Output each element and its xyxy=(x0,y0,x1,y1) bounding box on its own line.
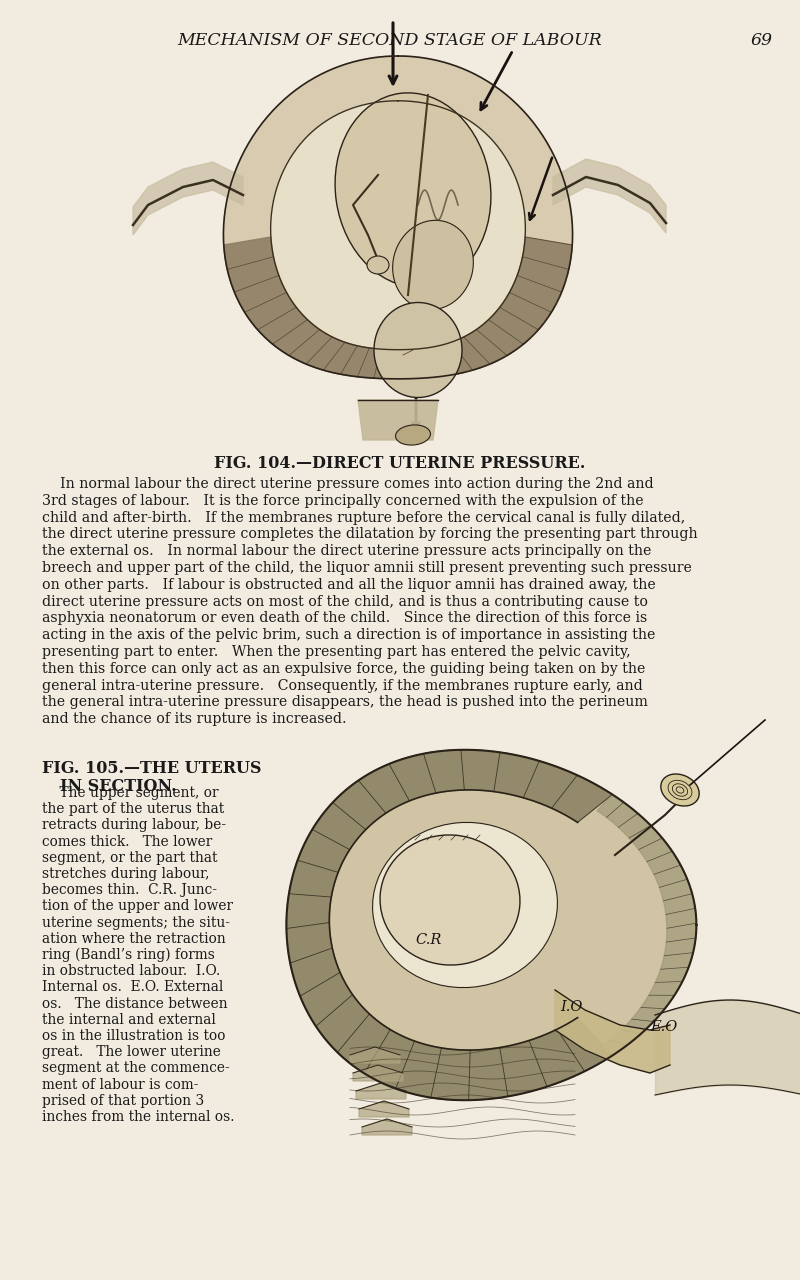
Polygon shape xyxy=(362,1119,412,1135)
Ellipse shape xyxy=(335,93,491,287)
Text: breech and upper part of the child, the liquor amnii still present preventing su: breech and upper part of the child, the … xyxy=(42,561,692,575)
Text: FIG. 105.—THE UTERUS: FIG. 105.—THE UTERUS xyxy=(42,760,262,777)
Text: in obstructed labour.  I.O.: in obstructed labour. I.O. xyxy=(42,964,220,978)
Text: general intra-uterine pressure.   Consequently, if the membranes rupture early, : general intra-uterine pressure. Conseque… xyxy=(42,678,642,692)
Polygon shape xyxy=(359,1101,409,1117)
Text: E.O: E.O xyxy=(650,1020,678,1034)
Text: os.   The distance between: os. The distance between xyxy=(42,997,228,1011)
Polygon shape xyxy=(224,237,572,379)
Text: tion of the upper and lower: tion of the upper and lower xyxy=(42,900,233,914)
Text: comes thick.   The lower: comes thick. The lower xyxy=(42,835,212,849)
Text: the part of the uterus that: the part of the uterus that xyxy=(42,803,224,817)
Text: 69: 69 xyxy=(750,32,772,49)
Text: ring (Bandl’s ring) forms: ring (Bandl’s ring) forms xyxy=(42,948,215,963)
Ellipse shape xyxy=(373,823,558,988)
Text: child and after-birth.   If the membranes rupture before the cervical canal is f: child and after-birth. If the membranes … xyxy=(42,511,686,525)
Text: the general intra-uterine pressure disappears, the head is pushed into the perin: the general intra-uterine pressure disap… xyxy=(42,695,648,709)
Text: ation where the retraction: ation where the retraction xyxy=(42,932,226,946)
Polygon shape xyxy=(356,1083,406,1100)
Text: the external os.   In normal labour the direct uterine pressure acts principally: the external os. In normal labour the di… xyxy=(42,544,651,558)
Text: IN SECTION.: IN SECTION. xyxy=(60,778,177,795)
Text: retracts during labour, be-: retracts during labour, be- xyxy=(42,818,226,832)
Ellipse shape xyxy=(380,835,520,965)
Text: 3rd stages of labour.   It is the force principally concerned with the expulsion: 3rd stages of labour. It is the force pr… xyxy=(42,494,644,508)
Text: and the chance of its rupture is increased.: and the chance of its rupture is increas… xyxy=(42,712,346,726)
Polygon shape xyxy=(597,795,696,1056)
Polygon shape xyxy=(358,399,438,440)
Text: MECHANISM OF SECOND STAGE OF LABOUR: MECHANISM OF SECOND STAGE OF LABOUR xyxy=(178,32,602,49)
Polygon shape xyxy=(353,1065,403,1082)
Text: I.O: I.O xyxy=(560,1000,582,1014)
Ellipse shape xyxy=(395,425,430,445)
Text: becomes thin.  C.R. Junc-: becomes thin. C.R. Junc- xyxy=(42,883,217,897)
Text: direct uterine pressure acts on most of the child, and is thus a contributing ca: direct uterine pressure acts on most of … xyxy=(42,595,648,608)
Ellipse shape xyxy=(367,256,389,274)
Text: In normal labour the direct uterine pressure comes into action during the 2nd an: In normal labour the direct uterine pres… xyxy=(42,477,654,492)
Text: the direct uterine pressure completes the dilatation by forcing the presenting p: the direct uterine pressure completes th… xyxy=(42,527,698,541)
Ellipse shape xyxy=(661,774,699,806)
Text: the internal and external: the internal and external xyxy=(42,1012,216,1027)
Text: ment of labour is com-: ment of labour is com- xyxy=(42,1078,198,1092)
Text: segment, or the part that: segment, or the part that xyxy=(42,851,218,865)
Text: presenting part to enter.   When the presenting part has entered the pelvic cavi: presenting part to enter. When the prese… xyxy=(42,645,630,659)
Text: uterine segments; the situ-: uterine segments; the situ- xyxy=(42,915,230,929)
Polygon shape xyxy=(286,750,612,1101)
Polygon shape xyxy=(223,56,573,379)
Text: segment at the commence-: segment at the commence- xyxy=(42,1061,230,1075)
Text: then this force can only act as an expulsive force, the guiding being taken on b: then this force can only act as an expul… xyxy=(42,662,646,676)
Text: acting in the axis of the pelvic brim, such a direction is of importance in assi: acting in the axis of the pelvic brim, s… xyxy=(42,628,655,643)
Polygon shape xyxy=(350,1047,400,1062)
Polygon shape xyxy=(133,163,243,236)
Polygon shape xyxy=(553,159,666,233)
Text: Internal os.  E.O. External: Internal os. E.O. External xyxy=(42,980,223,995)
Text: os in the illustration is too: os in the illustration is too xyxy=(42,1029,226,1043)
Text: FIG. 104.—DIRECT UTERINE PRESSURE.: FIG. 104.—DIRECT UTERINE PRESSURE. xyxy=(214,454,586,472)
Polygon shape xyxy=(286,750,696,1101)
Text: stretches during labour,: stretches during labour, xyxy=(42,867,210,881)
Polygon shape xyxy=(555,989,670,1073)
Ellipse shape xyxy=(374,302,462,398)
Text: inches from the internal os.: inches from the internal os. xyxy=(42,1110,234,1124)
Text: The upper segment, or: The upper segment, or xyxy=(42,786,218,800)
Text: asphyxia neonatorum or even death of the child.   Since the direction of this fo: asphyxia neonatorum or even death of the… xyxy=(42,612,647,626)
Text: prised of that portion 3: prised of that portion 3 xyxy=(42,1094,204,1107)
Text: on other parts.   If labour is obstructed and all the liquor amnii has drained a: on other parts. If labour is obstructed … xyxy=(42,577,656,591)
Text: C.R: C.R xyxy=(415,933,442,947)
Ellipse shape xyxy=(393,220,474,310)
Text: great.   The lower uterine: great. The lower uterine xyxy=(42,1046,221,1059)
Polygon shape xyxy=(270,101,526,349)
